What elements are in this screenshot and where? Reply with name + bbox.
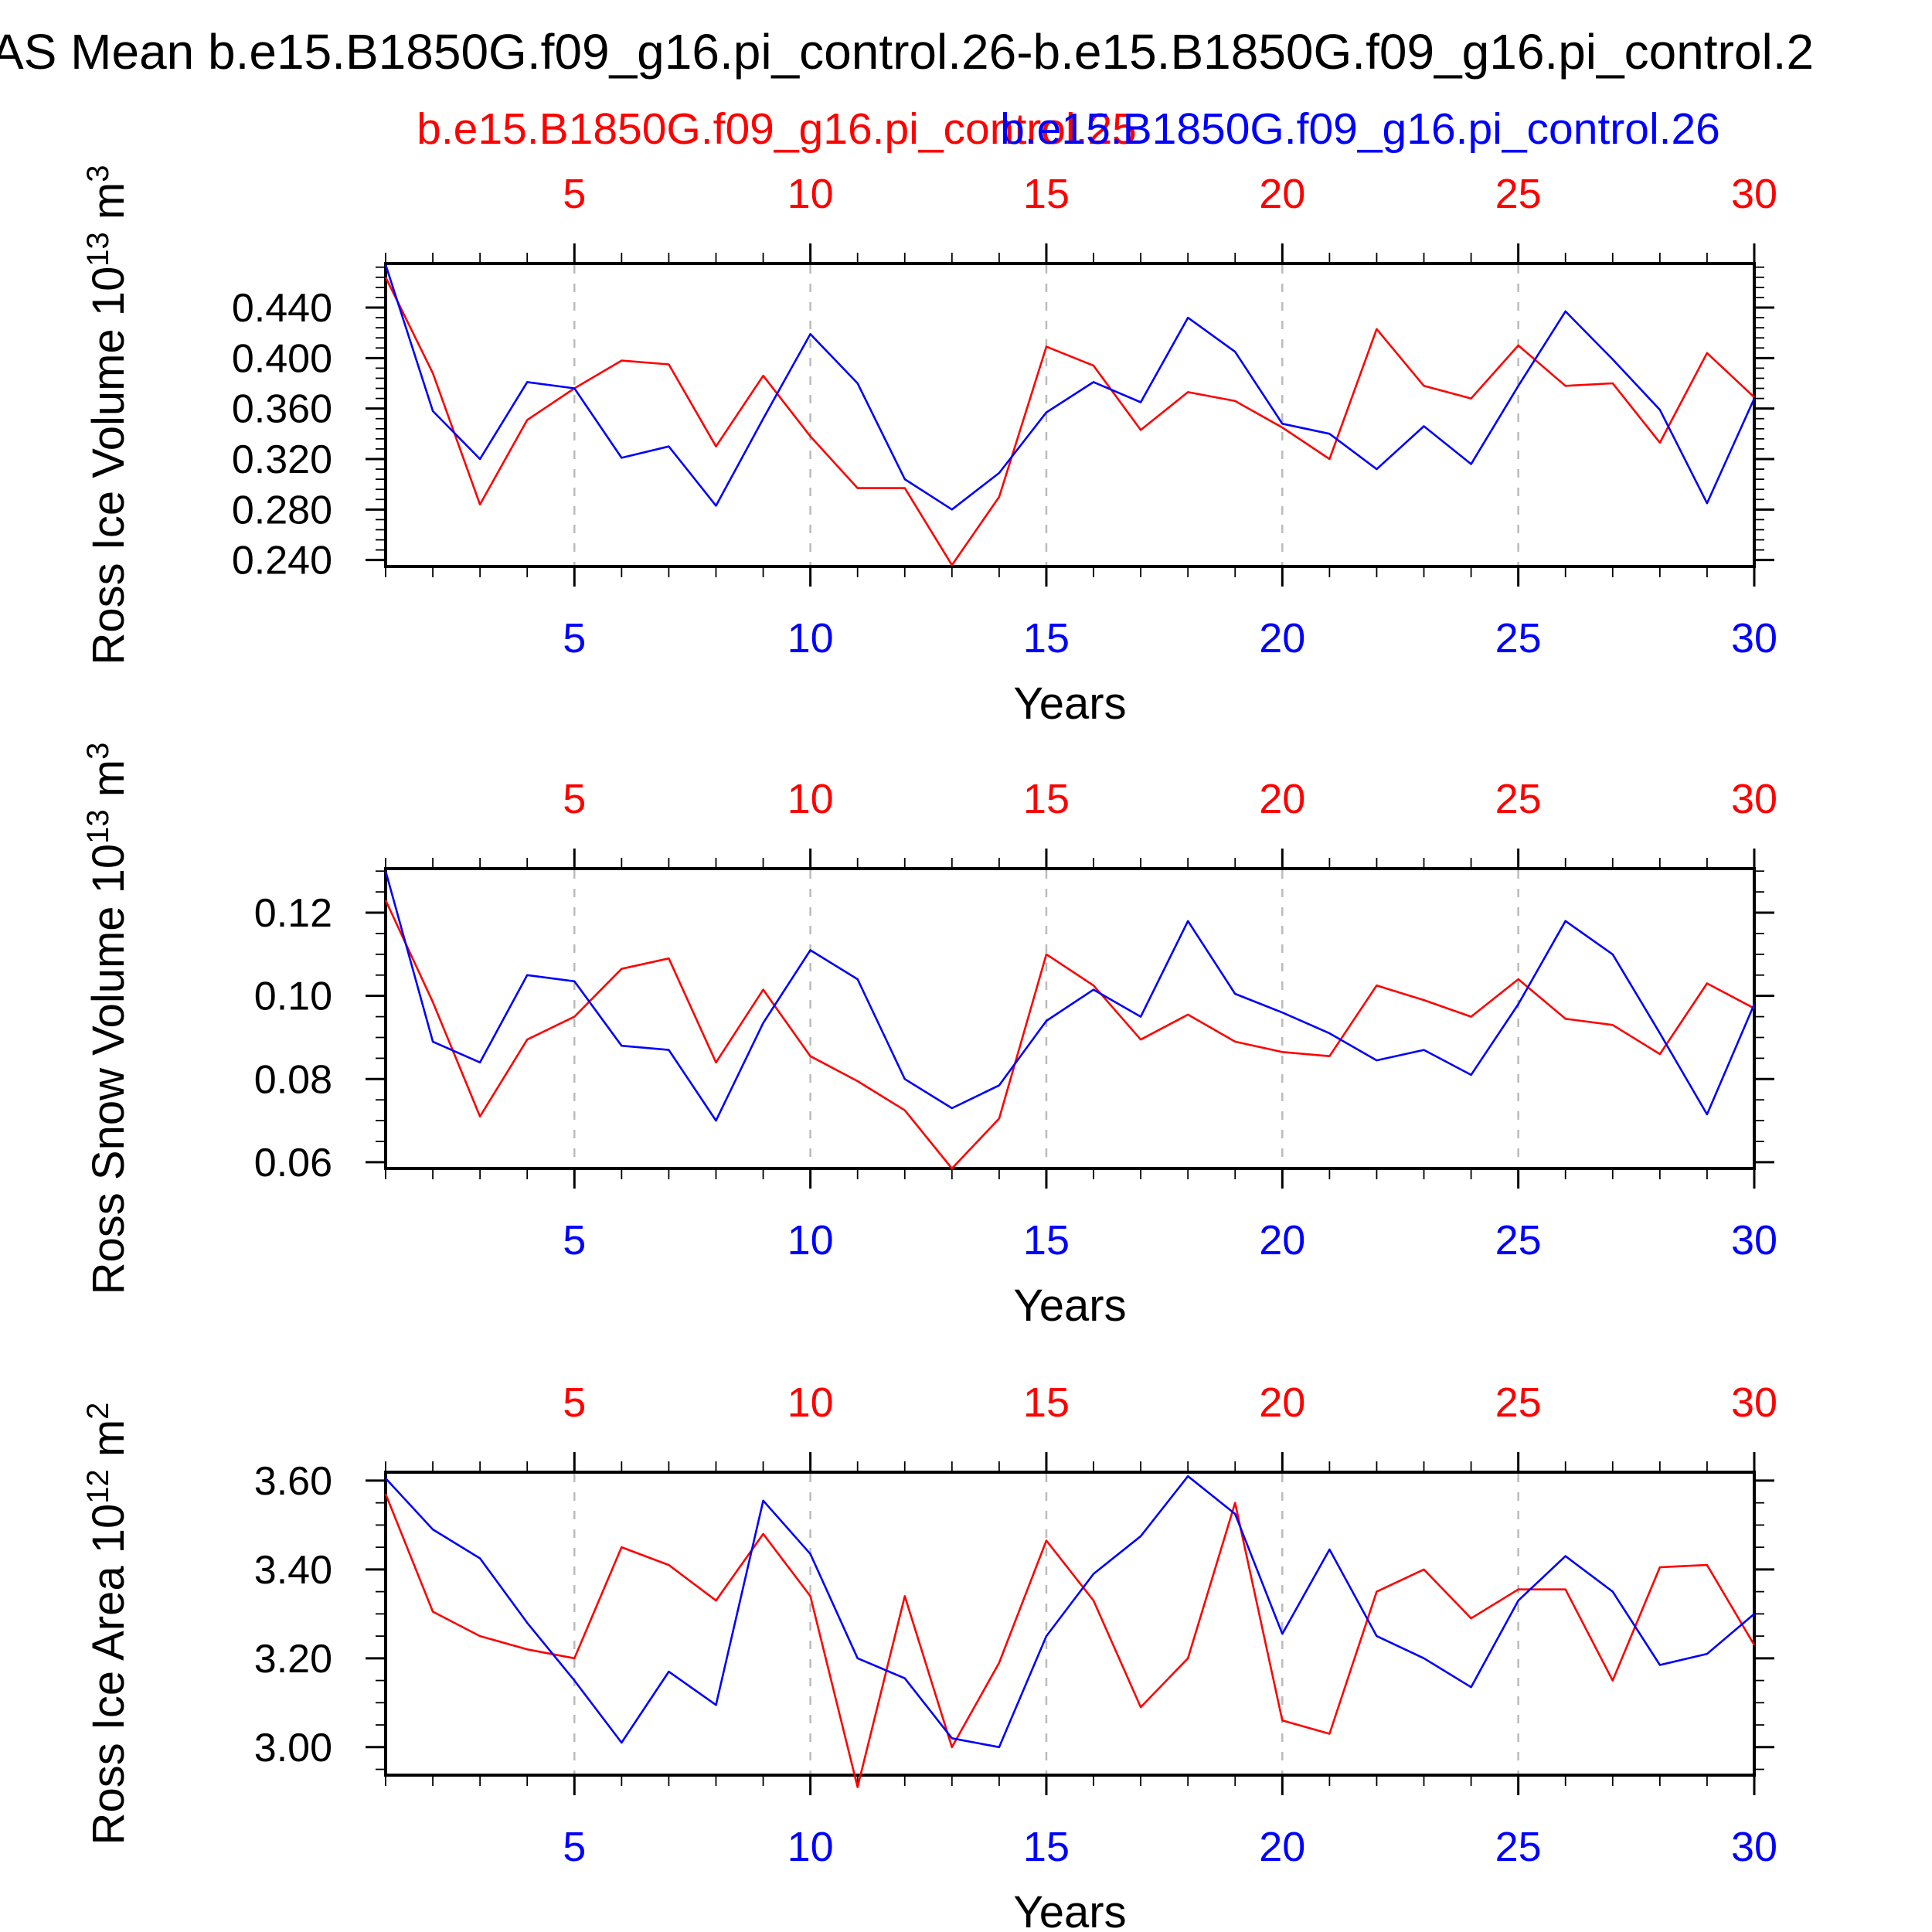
chart1-ytick-label: 0.360 [232, 387, 332, 432]
chart1-top-xlabel: 15 [1023, 171, 1070, 217]
chart3-top-xlabel: 10 [787, 1379, 834, 1426]
chart1-bottom-xlabel: 30 [1731, 615, 1777, 662]
chart1-ytick-label: 0.280 [232, 488, 332, 532]
chart1-top-xlabel: 5 [563, 171, 586, 217]
chart2-top-xlabel: 10 [787, 776, 834, 822]
chart2-top-xlabel: 5 [563, 776, 586, 822]
chart2-top-xlabel: 20 [1259, 776, 1305, 822]
chart3-top-xlabel: 25 [1495, 1379, 1542, 1426]
chart3-top-xlabel: 15 [1023, 1379, 1070, 1426]
chart2-red-series-line [384, 900, 1755, 1170]
chart2-blue-series-line [384, 870, 1756, 1122]
chart2-bottom-xlabel: 15 [1023, 1217, 1070, 1264]
chart2-bottom-xlabel: 5 [563, 1217, 586, 1264]
legend-label-red-series: b.e15.B1850G.f09_g16.pi_control.25 [417, 104, 1137, 154]
chart2-bottom-xlabel: 30 [1731, 1217, 1777, 1264]
chart3-bottom-xlabel: 5 [563, 1824, 586, 1870]
chart2-bottom-xlabel: 25 [1495, 1217, 1542, 1264]
chart3-red-series-line [384, 1493, 1756, 1788]
chart3-top-xlabel: 30 [1731, 1379, 1777, 1426]
chart1-ytick-label: 0.240 [232, 539, 332, 583]
chart2-xaxis-title: Years [1013, 1281, 1126, 1331]
chart3-frame [384, 1471, 1756, 1777]
chart1-yaxis-title: Ross Ice Volume 1013 m3 [81, 165, 134, 665]
chart2-bottom-xlabel: 20 [1259, 1217, 1305, 1264]
chart2-ytick-label: 0.12 [254, 891, 332, 936]
chart1-ytick-label: 0.320 [232, 437, 332, 482]
chart2-top-xlabel: 30 [1731, 776, 1777, 822]
chart3-ytick-label: 3.40 [254, 1548, 332, 1593]
chart1-top-xlabel: 20 [1259, 171, 1305, 217]
chart1-top-xlabel: 10 [787, 171, 834, 217]
legend-label-blue-series: b.e15.B1850G.f09_g16.pi_control.26 [1000, 104, 1720, 154]
chart1-top-xlabel: 25 [1495, 171, 1542, 217]
chart1-ytick-label: 0.440 [232, 286, 332, 331]
chart3-bottom-xlabel: 15 [1023, 1824, 1070, 1870]
chart3-top-xlabel: 20 [1259, 1379, 1305, 1426]
chart1-bottom-xlabel: 20 [1259, 615, 1305, 662]
chart2-ytick-label: 0.08 [254, 1057, 332, 1102]
chart3-xaxis-title: Years [1013, 1887, 1126, 1932]
chart3-blue-series-line [385, 1475, 1755, 1749]
chart3-bottom-xlabel: 10 [787, 1824, 834, 1870]
chart2-yaxis-title: Ross Snow Volume 1013 m3 [81, 743, 134, 1295]
chart1-red-series-line [384, 277, 1755, 566]
chart3-ytick-label: 3.60 [254, 1459, 332, 1504]
chart3-bottom-xlabel: 20 [1259, 1824, 1305, 1870]
chart3-yaxis-title: Ross Ice Area 1012 m2 [81, 1403, 134, 1845]
chart2-top-xlabel: 15 [1023, 776, 1070, 822]
chart1-blue-series-line [384, 264, 1756, 511]
chart2-ytick-label: 0.10 [254, 975, 332, 1019]
chart1-bottom-xlabel: 25 [1495, 615, 1542, 662]
chart2-bottom-xlabel: 10 [787, 1217, 834, 1264]
chart1-bottom-xlabel: 10 [787, 615, 834, 662]
chart1-ytick-label: 0.400 [232, 336, 332, 381]
chart1-top-xlabel: 30 [1731, 171, 1777, 217]
chart1-frame [384, 262, 1756, 568]
chart3-bottom-xlabel: 30 [1731, 1824, 1777, 1870]
chart2-top-xlabel: 25 [1495, 776, 1542, 822]
chart3-bottom-xlabel: 25 [1495, 1824, 1542, 1870]
chart2-frame [384, 867, 1756, 1170]
chart2-ytick-label: 0.06 [254, 1141, 332, 1185]
chart3-top-xlabel: 5 [563, 1379, 586, 1426]
page-title: AS Mean b.e15.B1850G.f09_g16.pi_control.… [0, 24, 1815, 80]
chart3-ytick-label: 3.20 [254, 1637, 332, 1682]
chart1-bottom-xlabel: 15 [1023, 615, 1070, 662]
chart1-xaxis-title: Years [1013, 679, 1126, 729]
chart1-bottom-xlabel: 5 [563, 615, 586, 662]
chart3-ytick-label: 3.00 [254, 1726, 332, 1770]
